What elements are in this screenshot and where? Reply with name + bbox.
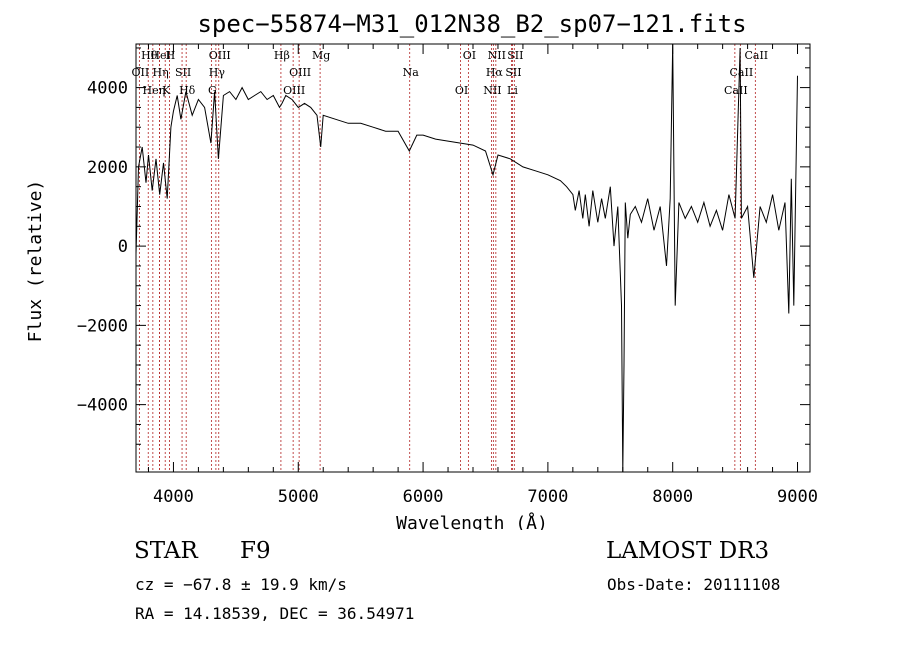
object-class: STAR [134, 538, 198, 564]
y-tick-label: 0 [118, 237, 128, 257]
y-axis-ticks: −4000 −2000 0 2000 4000 [77, 47, 810, 445]
line-label: HeI [150, 49, 170, 62]
y-tick-label: −4000 [77, 396, 128, 416]
x-tick-label: 5000 [278, 487, 319, 507]
x-tick-label: 9000 [777, 487, 818, 507]
line-label: OIII [209, 49, 231, 62]
x-tick-label: 8000 [652, 487, 693, 507]
x-axis-ticks: 4000 5000 6000 7000 8000 9000 [147, 44, 818, 507]
line-label: CaII [744, 49, 768, 62]
line-label: Hθ [141, 49, 158, 62]
line-label: OIII [283, 84, 305, 97]
line-label: CaII [724, 84, 748, 97]
x-tick-label: 6000 [403, 487, 444, 507]
emission-line-labels: HθOIIHeηHeIHηKHSIIHδOIIIHγGHβOIIIOIIIMgN… [132, 49, 769, 97]
line-label: Hη [152, 66, 168, 79]
line-label: Hδ [179, 84, 196, 97]
line-label: SII [507, 49, 523, 62]
emission-line-markers [138, 44, 756, 472]
x-tick-label: 7000 [527, 487, 568, 507]
line-label: Li [507, 84, 518, 97]
line-label: Hγ [209, 66, 226, 79]
coordinates: RA = 14.18539, DEC = 36.54971 [135, 604, 415, 623]
observation-date: Obs-Date: 20111108 [607, 575, 781, 594]
x-axis-label: Wavelength (Å) [396, 512, 548, 530]
line-label: Heη [142, 84, 165, 97]
y-tick-label: 2000 [87, 158, 128, 178]
y-tick-label: −2000 [77, 316, 128, 336]
line-label: Mg [312, 49, 330, 62]
y-tick-label: 4000 [87, 79, 128, 99]
line-label: CaII [730, 66, 754, 79]
line-label: SII [175, 66, 191, 79]
object-subclass: F9 [240, 538, 271, 564]
line-label: Hβ [274, 49, 290, 62]
line-label: Hα [486, 66, 504, 79]
line-label: OIII [289, 66, 311, 79]
line-label: NII [488, 49, 506, 62]
line-label: OI [455, 84, 468, 97]
y-axis-label: Flux (relative) [25, 180, 46, 343]
spectrum-chart: spec−55874−M31_012N38_B2_sp07−121.fits H… [25, 10, 818, 530]
line-label: G [208, 84, 217, 97]
chart-title: spec−55874−M31_012N38_B2_sp07−121.fits [197, 10, 746, 38]
survey-name: LAMOST DR3 [606, 538, 770, 564]
line-label: NII [483, 84, 501, 97]
x-tick-label: 4000 [153, 487, 194, 507]
radial-velocity: cz = −67.8 ± 19.9 km/s [135, 575, 347, 594]
line-label: Na [403, 66, 420, 79]
spectrum-series [135, 43, 798, 473]
line-label: H [166, 49, 176, 62]
line-label: SII [505, 66, 521, 79]
line-label: K [162, 84, 171, 97]
plot-frame [135, 43, 811, 473]
line-label: OI [463, 49, 476, 62]
